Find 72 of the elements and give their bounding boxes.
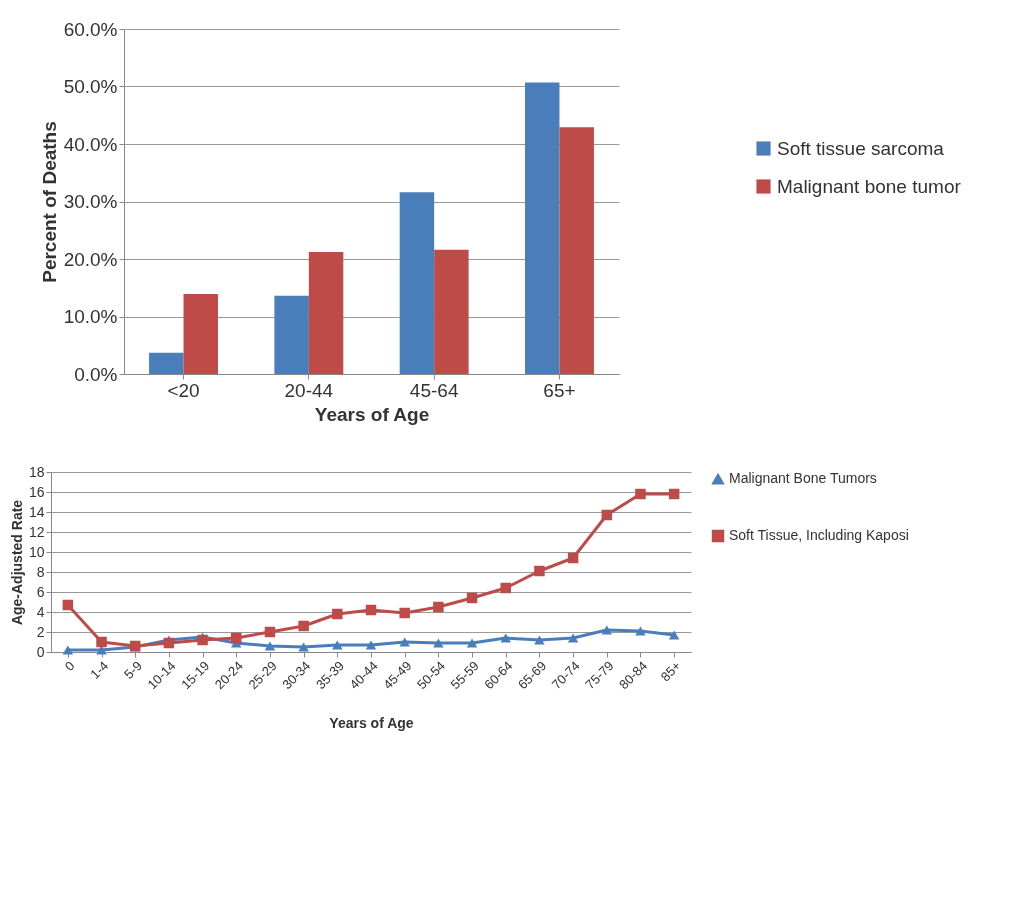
point	[466, 638, 478, 648]
y-tick-label: 40.0%	[63, 133, 118, 155]
point	[668, 630, 680, 640]
point	[567, 633, 579, 643]
point	[163, 637, 175, 649]
point	[433, 601, 444, 613]
point	[365, 640, 377, 650]
y-tick-label: 50.0%	[63, 76, 118, 97]
bar	[149, 352, 184, 374]
point	[601, 509, 613, 521]
x-tick-label: 1-4	[87, 658, 112, 682]
y-axis-title: Percent of Deaths	[38, 121, 60, 283]
point	[635, 488, 646, 500]
bar	[308, 252, 344, 374]
x-axis-title: Years of Age	[329, 715, 414, 732]
point	[298, 642, 309, 652]
bar	[183, 294, 218, 374]
point	[332, 608, 343, 620]
y-tick-label: 8	[36, 563, 45, 580]
bar	[434, 249, 469, 374]
y-tick-label: 18	[28, 463, 45, 480]
point	[567, 552, 579, 564]
y-tick-label: 20.0%	[63, 248, 118, 270]
point	[365, 604, 377, 616]
point	[399, 607, 410, 619]
x-tick-label: 85+	[657, 658, 684, 685]
y-tick-label: 0	[36, 643, 45, 660]
point	[500, 633, 511, 643]
x-axis-title: Years of Age	[314, 403, 430, 425]
y-tick-label: 60.0%	[63, 18, 118, 40]
point	[197, 634, 208, 646]
point	[433, 638, 444, 648]
bar	[525, 82, 560, 374]
point	[534, 565, 545, 577]
legend-label: Malignant bone tumor	[777, 175, 962, 197]
y-tick-label: 0.0%	[74, 363, 118, 385]
y-tick-label: 2	[36, 623, 45, 640]
x-tick-label: 65+	[543, 379, 576, 401]
y-tick-label: 30.0%	[63, 191, 118, 212]
point	[264, 641, 276, 651]
point	[264, 626, 276, 638]
bar	[559, 127, 594, 374]
point	[534, 635, 545, 645]
legend-label: Malignant Bone Tumors	[729, 470, 877, 486]
y-tick-label: 6	[36, 583, 45, 600]
point	[668, 488, 680, 500]
y-tick-label: 16	[28, 483, 45, 500]
point	[231, 632, 242, 644]
point	[298, 620, 309, 632]
legend-label: Soft Tissue, Including Kaposi	[729, 527, 909, 543]
point	[62, 645, 74, 655]
point	[62, 599, 74, 611]
point	[500, 582, 511, 594]
point	[399, 637, 410, 647]
point	[466, 592, 478, 604]
legend-label: Soft tissue sarcoma	[777, 137, 945, 159]
x-tick-label: 20-44	[284, 379, 334, 401]
bar	[274, 295, 309, 374]
y-axis-title: Age-Adjusted Rate	[8, 499, 25, 626]
y-tick-label: 12	[28, 523, 45, 540]
point	[635, 626, 646, 636]
x-tick-label: 45-64	[409, 379, 459, 401]
y-tick-label: 4	[36, 603, 45, 620]
x-tick-label: 5-9	[121, 658, 145, 682]
y-tick-label: 10.0%	[63, 306, 118, 327]
bar	[399, 192, 435, 374]
y-tick-label: 14	[28, 503, 45, 520]
point	[96, 636, 107, 648]
y-tick-label: 10	[28, 543, 45, 560]
point	[601, 625, 613, 635]
point	[332, 640, 343, 650]
x-tick-label: <20	[167, 379, 200, 401]
